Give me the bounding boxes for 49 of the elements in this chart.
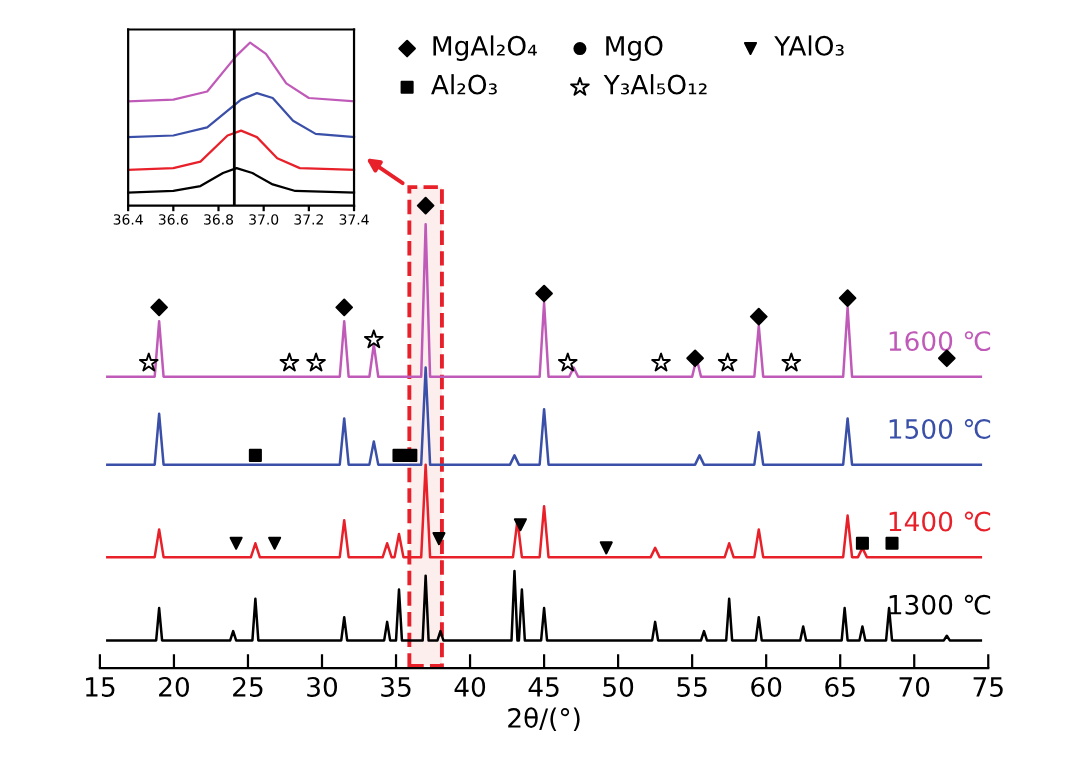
x-tick-label: 25 — [233, 676, 263, 697]
x-tick-label: 40 — [454, 676, 486, 697]
point — [535, 284, 553, 303]
point — [885, 536, 899, 550]
point — [416, 196, 435, 215]
point — [855, 536, 869, 550]
point — [599, 541, 613, 555]
x-axis-title: 2θ/(°) — [508, 707, 580, 732]
series-label: 1300 ℃ — [889, 594, 991, 615]
point — [306, 352, 326, 372]
legend-label: Al₂O₃ — [431, 74, 497, 95]
x-tick-label: 50 — [603, 676, 634, 697]
point — [432, 532, 446, 546]
x-tick-label: 30 — [307, 676, 338, 697]
legend-label: YAlO₃ — [774, 35, 844, 56]
x-tick-label: 60 — [751, 676, 782, 697]
point — [749, 307, 768, 326]
point — [229, 536, 243, 550]
x-tick-label: 45 — [528, 677, 559, 697]
point — [392, 448, 406, 462]
x-tick-label: 65 — [825, 676, 855, 697]
point — [138, 352, 159, 372]
point — [279, 352, 300, 372]
x-tick-label: 75 — [973, 677, 1003, 697]
point — [557, 352, 578, 372]
point — [513, 518, 527, 532]
x-tick-label: 70 — [899, 676, 930, 697]
point — [363, 329, 384, 349]
x-tick-label: 15 — [86, 677, 115, 697]
point — [717, 352, 738, 372]
legend-label: Y₃Al₅O₁₂ — [603, 74, 707, 95]
point — [404, 448, 418, 462]
point — [781, 352, 802, 372]
point — [150, 298, 168, 317]
series-label: 1600 ℃ — [889, 331, 991, 352]
legend-label: MgO — [606, 35, 663, 61]
point — [838, 289, 857, 307]
x-tick-label: 35 — [381, 676, 411, 697]
point — [651, 352, 671, 372]
point — [248, 448, 262, 462]
point — [268, 536, 282, 550]
series-label: 1500 ℃ — [889, 419, 991, 439]
series-label: 1400 ℃ — [889, 511, 991, 532]
x-tick-label: 20 — [159, 676, 189, 697]
point — [335, 298, 354, 317]
point — [937, 349, 956, 368]
point — [686, 349, 704, 368]
x-tick-label: 55 — [677, 677, 707, 697]
legend-label: MgAl₂O₄ — [433, 35, 537, 61]
